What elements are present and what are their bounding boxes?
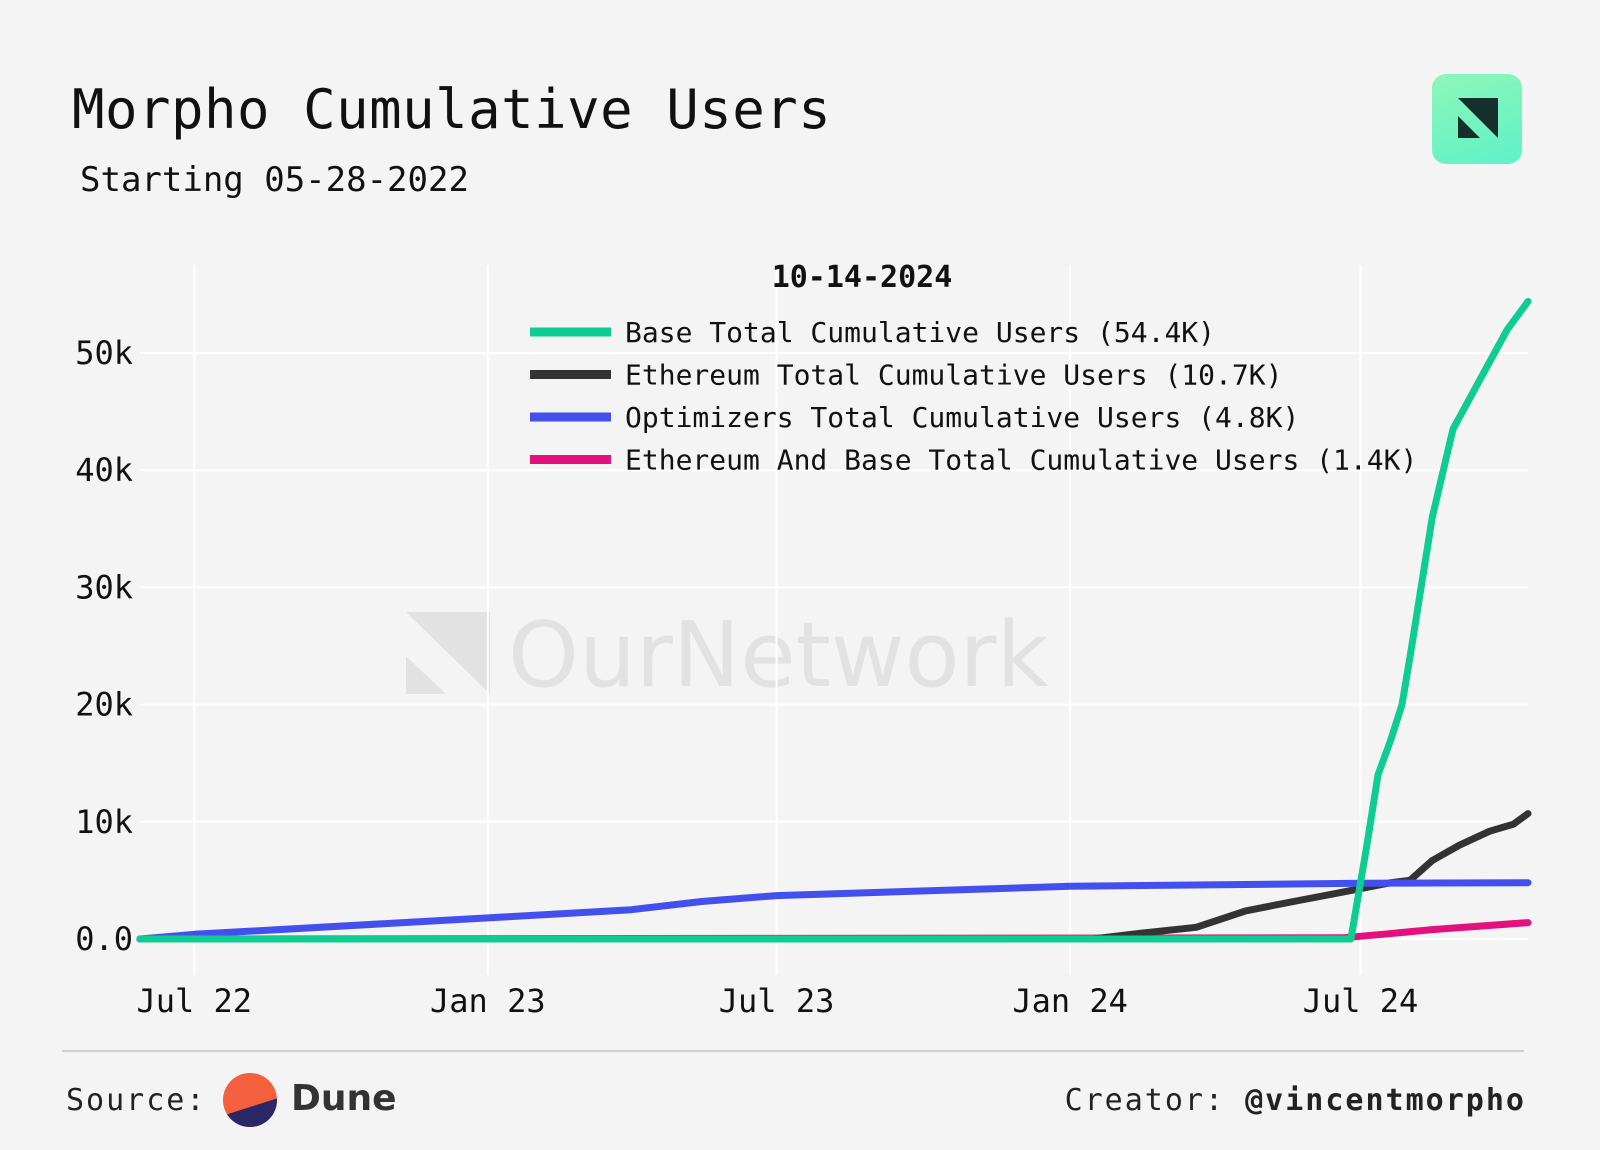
x-tick-label: Jan 24 xyxy=(1012,982,1128,1020)
chart-subtitle: Starting 05-28-2022 xyxy=(80,160,469,200)
y-axis-ticks: 0.0 10k 20k 30k 40k 50k xyxy=(75,334,133,958)
chart-title: Morpho Cumulative Users xyxy=(72,78,832,141)
y-tick-label: 30k xyxy=(75,568,133,606)
footer-divider xyxy=(62,1050,1524,1052)
series-line-2 xyxy=(136,879,1532,943)
y-tick-label: 0.0 xyxy=(75,920,133,958)
source-label: Source: xyxy=(66,1083,207,1118)
watermark: OurNetwork xyxy=(406,603,1049,708)
series-lines xyxy=(136,297,1532,943)
creator-handle: @vincentmorpho xyxy=(1245,1083,1526,1118)
legend-entry: Base Total Cumulative Users (54.4K) xyxy=(625,316,1215,349)
x-tick-label: Jul 24 xyxy=(1303,982,1419,1020)
legend: 10-14-2024 Base Total Cumulative Users (… xyxy=(530,260,1417,477)
legend-entry: Ethereum Total Cumulative Users (10.7K) xyxy=(625,359,1282,392)
x-tick-label: Jul 22 xyxy=(136,982,252,1020)
series-line-1 xyxy=(136,810,1532,943)
x-tick-label: Jul 23 xyxy=(719,982,835,1020)
y-tick-label: 20k xyxy=(75,686,133,724)
watermark-text: OurNetwork xyxy=(508,603,1049,708)
series-line-0 xyxy=(136,297,1532,943)
y-tick-label: 10k xyxy=(75,803,133,841)
creator-label: Creator: xyxy=(1064,1083,1226,1118)
legend-entry: Ethereum And Base Total Cumulative Users… xyxy=(625,444,1417,477)
y-tick-label: 40k xyxy=(75,451,133,489)
dune-logo-icon xyxy=(223,1073,277,1127)
line-chart: OurNetwork 0.0 10k 20k 30k 40k 50k Jul 22 Jan … xyxy=(75,260,1532,1020)
legend-entry: Optimizers Total Cumulative Users (4.8K) xyxy=(625,401,1299,434)
x-axis-ticks: Jul 22 Jan 23 Jul 23 Jan 24 Jul 24 xyxy=(136,982,1418,1020)
x-tick-label: Jan 23 xyxy=(430,982,546,1020)
creator-credit: Creator: @vincentmorpho xyxy=(1065,1083,1526,1118)
legend-title: 10-14-2024 xyxy=(772,260,953,295)
source-name: Dune xyxy=(291,1078,397,1119)
y-tick-label: 50k xyxy=(75,334,133,372)
ournetwork-logo-icon xyxy=(1432,74,1522,164)
